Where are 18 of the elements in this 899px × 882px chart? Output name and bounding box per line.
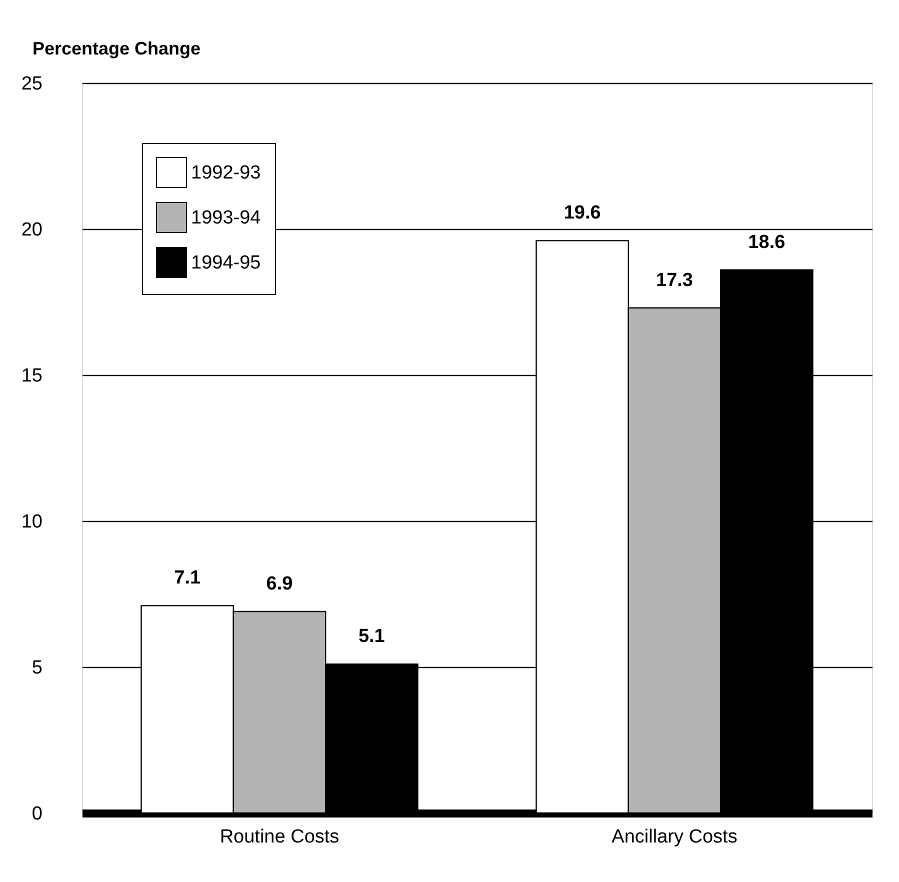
legend-label: 1993-94: [191, 208, 262, 228]
y-tick-label: 20: [21, 220, 42, 240]
y-tick-label: 5: [32, 658, 42, 678]
legend-label: 1994-95: [191, 252, 261, 274]
data-label: 19.6: [564, 202, 601, 224]
y-axis-title: Percentage Change: [32, 38, 201, 58]
data-label: 18.6: [748, 232, 786, 253]
data-label: 7.1: [174, 568, 201, 589]
data-label: 17.3: [656, 270, 693, 291]
legend-label: 1992-93: [191, 162, 261, 184]
x-tick-label: Ancillary Costs: [612, 826, 738, 848]
y-tick-label: 10: [21, 512, 42, 532]
x-tick-label: Routine Costs: [220, 826, 340, 848]
y-tick-label: 0: [32, 804, 42, 824]
y-tick-label: 25: [21, 74, 42, 94]
data-label: 5.1: [358, 626, 386, 648]
y-tick-label: 15: [21, 366, 42, 386]
data-label: 6.9: [266, 574, 293, 595]
